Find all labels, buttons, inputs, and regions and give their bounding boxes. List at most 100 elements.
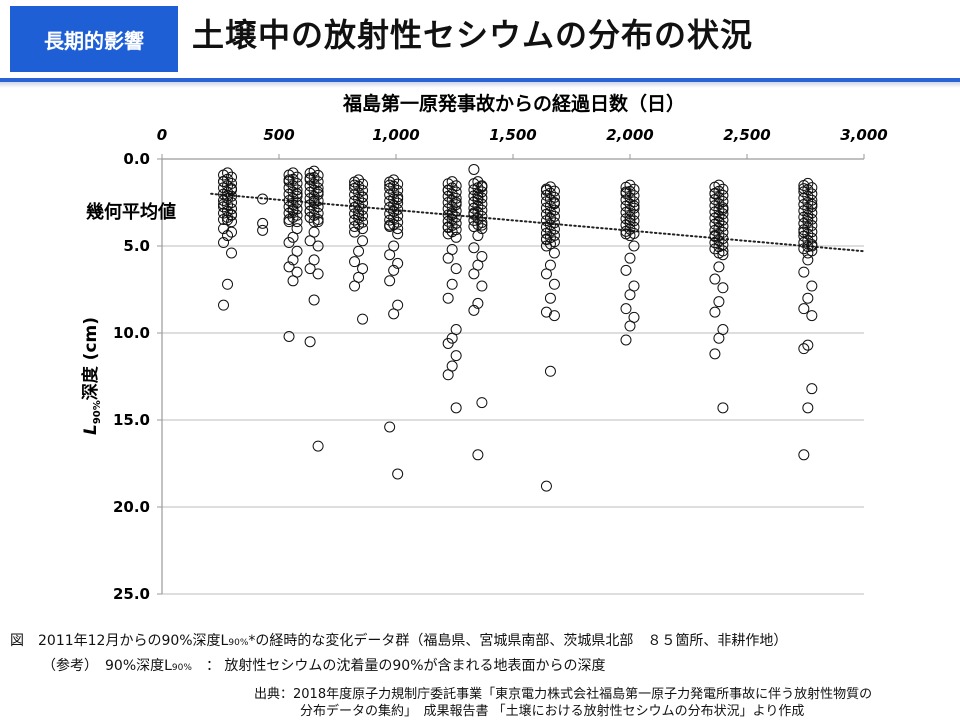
- data-point: [468, 304, 480, 316]
- data-point: [798, 243, 810, 255]
- data-point: [384, 214, 396, 226]
- data-point: [287, 275, 299, 287]
- data-point: [802, 254, 814, 266]
- data-point: [283, 237, 295, 249]
- data-point: [226, 247, 238, 259]
- data-point: [476, 223, 488, 235]
- data-point: [442, 337, 454, 349]
- data-point: [218, 198, 230, 210]
- data-point: [806, 310, 818, 322]
- data-point: [392, 468, 404, 480]
- data-point: [798, 343, 810, 355]
- data-point: [392, 228, 404, 240]
- page-title: 土壌中の放射性セシウムの分布の状況: [192, 16, 754, 54]
- data-point: [304, 205, 316, 217]
- x-tick-label: 0: [157, 126, 167, 144]
- data-point: [291, 216, 303, 228]
- data-point: [709, 237, 721, 249]
- y-axis-title: L90%深度 (cm): [80, 317, 103, 435]
- data-point: [257, 193, 269, 205]
- data-point: [620, 194, 632, 206]
- data-point: [304, 199, 316, 211]
- data-point: [620, 200, 632, 212]
- data-point: [384, 201, 396, 213]
- data-point: [540, 227, 552, 239]
- data-point: [624, 289, 636, 301]
- data-point: [349, 280, 361, 292]
- data-point: [218, 201, 230, 213]
- source-line-2: 分布データの集約」 成果報告書 「土壌における放射性セシウムの分布状況」より作成: [300, 704, 805, 719]
- data-point: [624, 214, 636, 226]
- geometric-mean-label: 幾何平均値: [86, 201, 176, 223]
- data-point: [620, 181, 632, 193]
- data-point: [717, 249, 729, 261]
- note-prefix: （参考） 90%深度L: [42, 658, 172, 674]
- data-point: [620, 334, 632, 346]
- data-point: [802, 402, 814, 414]
- data-point: [442, 292, 454, 304]
- header-divider: [0, 78, 960, 82]
- data-point: [304, 172, 316, 184]
- caption-prefix: 図 2011年12月からの90%深度L: [10, 633, 229, 649]
- data-point: [222, 278, 234, 290]
- data-point: [218, 169, 230, 181]
- data-point: [450, 350, 462, 362]
- source-line-1: 出典：2018年度原子力規制庁委託事業「東京電力株式会社福島第一原子力発電所事故…: [254, 687, 873, 702]
- data-point: [620, 213, 632, 225]
- data-point: [548, 278, 560, 290]
- data-point: [442, 197, 454, 208]
- data-point: [283, 169, 295, 181]
- data-point: [304, 336, 316, 348]
- data-point: [468, 242, 480, 254]
- caption-subscript: 90%: [228, 638, 249, 648]
- header: 長期的影響 土壌中の放射性セシウムの分布の状況: [0, 0, 960, 88]
- data-point: [628, 240, 640, 252]
- data-point: [544, 292, 556, 304]
- data-point: [713, 241, 725, 253]
- data-point: [798, 183, 810, 195]
- y-tick-label: 25.0: [113, 585, 150, 603]
- data-point: [442, 190, 454, 202]
- data-point: [384, 195, 396, 207]
- y-tick-label: 15.0: [113, 411, 150, 429]
- data-point: [312, 216, 324, 228]
- data-point: [468, 221, 480, 233]
- data-point: [222, 230, 234, 242]
- data-point: [713, 332, 725, 344]
- data-point: [624, 252, 636, 264]
- x-tick-label: 3,000: [840, 126, 887, 144]
- data-point: [548, 197, 560, 208]
- data-point: [283, 194, 295, 206]
- x-tick-label: 500: [263, 126, 294, 144]
- data-point: [349, 226, 361, 238]
- data-point: [257, 217, 269, 229]
- figure-caption: 図 2011年12月からの90%深度L90%*の経時的な変化データ群（福島県、宮…: [10, 630, 787, 650]
- data-point: [450, 402, 462, 414]
- data-point: [388, 264, 400, 276]
- data-point: [349, 256, 361, 268]
- data-point: [540, 196, 552, 208]
- data-point: [384, 176, 396, 188]
- data-point: [312, 268, 324, 280]
- data-point: [540, 480, 552, 492]
- data-point: [798, 179, 810, 191]
- data-point: [709, 230, 721, 242]
- data-point: [709, 193, 721, 205]
- data-point: [442, 215, 454, 227]
- data-point: [620, 264, 632, 276]
- data-point: [450, 231, 462, 243]
- data-point: [620, 225, 632, 237]
- data-point: [283, 216, 295, 228]
- data-point: [357, 313, 369, 325]
- data-point: [717, 282, 729, 294]
- x-tick-label: 2,500: [723, 126, 770, 144]
- data-point: [442, 203, 454, 215]
- data-point: [476, 280, 488, 292]
- header-shadow: [0, 82, 960, 88]
- data-point: [226, 183, 238, 195]
- data-point: [291, 188, 303, 200]
- data-point: [257, 224, 269, 236]
- data-point: [468, 178, 480, 190]
- data-point: [349, 176, 361, 188]
- data-point: [624, 320, 636, 332]
